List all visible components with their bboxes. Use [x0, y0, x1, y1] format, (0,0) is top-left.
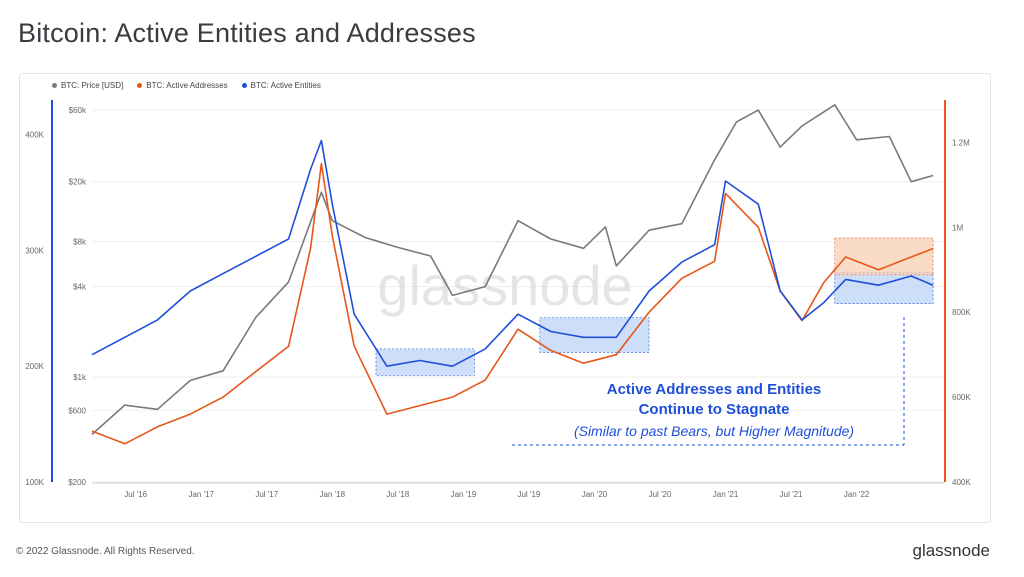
addresses-tick-label: 800K	[952, 308, 971, 317]
left-axis-bar	[51, 100, 53, 482]
x-tick-label: Jan '20	[582, 490, 608, 499]
x-tick-label: Jul '19	[517, 490, 540, 499]
x-tick-label: Jan '19	[451, 490, 477, 499]
series-line-price	[91, 104, 934, 435]
x-tick-label: Jul '21	[780, 490, 803, 499]
annotation: Active Addresses and Entities Continue t…	[512, 317, 905, 446]
series-lines	[91, 104, 934, 445]
highlight-2022-addresses	[834, 237, 934, 276]
price-tick-label: $1k	[73, 373, 87, 382]
legend-label-entities: BTC: Active Entities	[250, 81, 321, 90]
axis-ticks: $200 $600 $1k $4k $8k $20k $60k 100K 200K 300K 400…	[25, 106, 971, 499]
price-tick-label: $600	[68, 406, 86, 415]
chart-legend: BTC: Price [USD] BTC: Active Addresses B…	[52, 81, 321, 90]
x-tick-label: Jan '21	[713, 490, 739, 499]
entities-tick-label: 100K	[25, 478, 44, 487]
x-tick-label: Jul '17	[255, 490, 278, 499]
price-tick-label: $200	[68, 478, 86, 487]
series-line-entities	[91, 139, 934, 367]
x-tick-label: Jan '17	[188, 490, 214, 499]
x-tick-label: Jan '22	[844, 490, 870, 499]
annotation-line-3: (Similar to past Bears, but Higher Magni…	[574, 423, 854, 439]
grid-lines	[92, 109, 944, 483]
right-axis-bar	[944, 100, 946, 482]
highlight-2019	[539, 317, 650, 353]
watermark: glassnode	[377, 254, 632, 317]
legend-dot-addresses	[137, 83, 143, 88]
entities-tick-label: 200K	[25, 362, 44, 371]
copyright: © 2022 Glassnode. All Rights Reserved.	[16, 546, 195, 557]
entities-tick-label: 300K	[25, 246, 44, 255]
page-title: Bitcoin: Active Entities and Addresses	[18, 18, 476, 48]
highlight-2022-entities	[834, 272, 934, 305]
price-tick-label: $60k	[69, 106, 87, 115]
x-tick-label: Jul '18	[386, 490, 409, 499]
addresses-tick-label: 400K	[952, 478, 971, 487]
annotation-line-1: Active Addresses and Entities	[607, 381, 822, 398]
price-tick-label: $4k	[73, 283, 87, 292]
x-tick-label: Jul '20	[649, 490, 672, 499]
highlight-boxes	[375, 237, 934, 376]
legend-item-entities[interactable]: BTC: Active Entities	[241, 81, 321, 90]
annotation-line-2: Continue to Stagnate	[639, 401, 790, 418]
addresses-tick-label: 1.2M	[952, 138, 970, 147]
entities-tick-label: 400K	[25, 131, 44, 140]
series-line-addresses	[91, 162, 934, 445]
legend-item-addresses[interactable]: BTC: Active Addresses	[137, 81, 228, 90]
legend-label-addresses: BTC: Active Addresses	[146, 81, 228, 90]
legend-label-price: BTC: Price [USD]	[61, 81, 124, 90]
price-tick-label: $20k	[69, 178, 87, 187]
legend-item-price[interactable]: BTC: Price [USD]	[52, 81, 123, 90]
brand-logo: glassnode	[912, 541, 990, 560]
addresses-tick-label: 600K	[952, 393, 971, 402]
x-tick-label: Jan '18	[320, 490, 346, 499]
addresses-tick-label: 1M	[952, 223, 963, 232]
legend-dot-price	[52, 83, 57, 88]
price-tick-label: $8k	[73, 237, 87, 246]
legend-dot-entities	[241, 83, 247, 88]
x-tick-label: Jul '16	[124, 490, 147, 499]
